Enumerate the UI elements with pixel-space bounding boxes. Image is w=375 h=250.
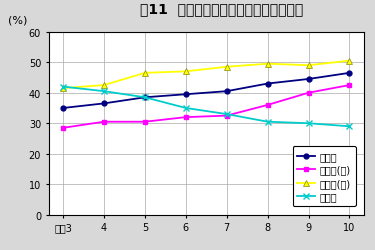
進学率(女) bbox=[306, 64, 311, 68]
進学率(男) bbox=[61, 127, 65, 130]
進学率 bbox=[183, 93, 188, 96]
進学率(女) bbox=[347, 60, 352, 63]
進学率(男) bbox=[225, 115, 229, 118]
進学率 bbox=[225, 90, 229, 93]
Y-axis label: (%): (%) bbox=[8, 15, 27, 25]
Legend: 進学率, 進学率(男), 進学率(女), 就職率: 進学率, 進学率(男), 進学率(女), 就職率 bbox=[292, 147, 356, 206]
就職率 bbox=[225, 113, 229, 116]
進学率 bbox=[61, 107, 65, 110]
就職率 bbox=[266, 121, 270, 124]
Line: 就職率: 就職率 bbox=[60, 84, 352, 130]
進学率(男) bbox=[347, 84, 352, 87]
進学率(女) bbox=[61, 87, 65, 90]
進学率(女) bbox=[183, 70, 188, 74]
進学率(女) bbox=[266, 63, 270, 66]
進学率(男) bbox=[183, 116, 188, 119]
進学率 bbox=[347, 72, 352, 75]
就職率 bbox=[183, 107, 188, 110]
進学率 bbox=[266, 83, 270, 86]
進学率 bbox=[306, 78, 311, 81]
就職率 bbox=[61, 86, 65, 89]
進学率(女) bbox=[142, 72, 147, 75]
Line: 進学率(男): 進学率(男) bbox=[61, 83, 352, 131]
Line: 進学率(女): 進学率(女) bbox=[60, 58, 352, 92]
就職率 bbox=[102, 90, 106, 93]
進学率 bbox=[102, 102, 106, 106]
Text: 図11  高等学校卒業者の進学率・就職率: 図11 高等学校卒業者の進学率・就職率 bbox=[140, 2, 303, 16]
進学率(男) bbox=[102, 121, 106, 124]
進学率 bbox=[142, 96, 147, 100]
進学率(男) bbox=[306, 92, 311, 95]
進学率(男) bbox=[266, 104, 270, 107]
進学率(女) bbox=[225, 66, 229, 69]
Line: 進学率: 進学率 bbox=[61, 71, 352, 111]
就職率 bbox=[306, 122, 311, 125]
進学率(女) bbox=[102, 84, 106, 87]
就職率 bbox=[347, 125, 352, 128]
就職率 bbox=[142, 96, 147, 100]
進学率(男) bbox=[142, 121, 147, 124]
